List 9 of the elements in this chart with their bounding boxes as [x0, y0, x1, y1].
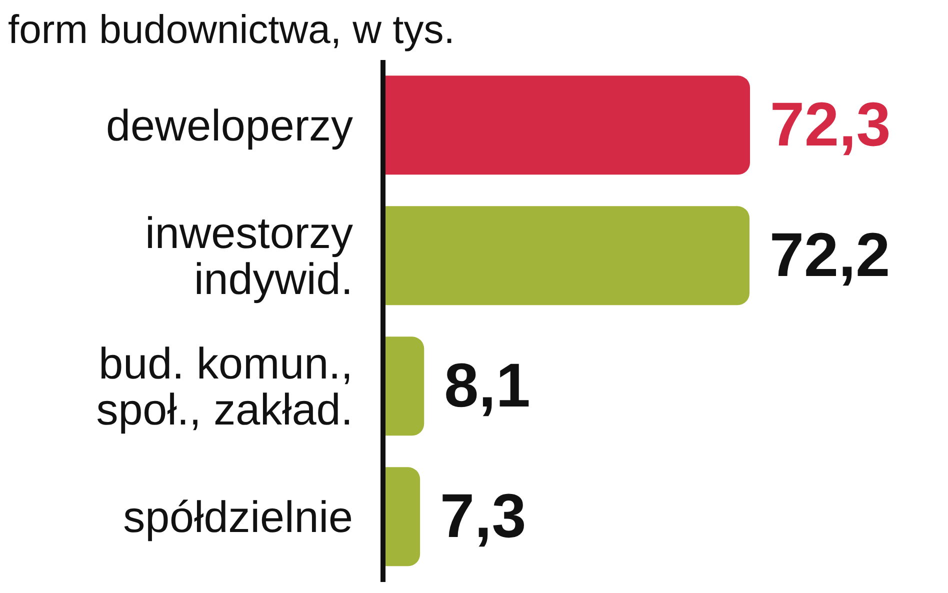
chart-title: form budownictwa, w tys.: [8, 8, 456, 52]
data-label: 7,3: [440, 482, 526, 552]
data-label: 8,1: [444, 352, 530, 421]
y-tick-label: inwestorzy indywid.: [145, 208, 353, 304]
y-tick-label: spółdzielnie: [123, 492, 353, 542]
data-label: 72,2: [769, 221, 890, 290]
y-tick-label: deweloperzy: [106, 100, 353, 150]
data-label: 72,3: [770, 90, 891, 160]
y-tick-label: bud. komun., społ., zakład.: [96, 338, 353, 434]
